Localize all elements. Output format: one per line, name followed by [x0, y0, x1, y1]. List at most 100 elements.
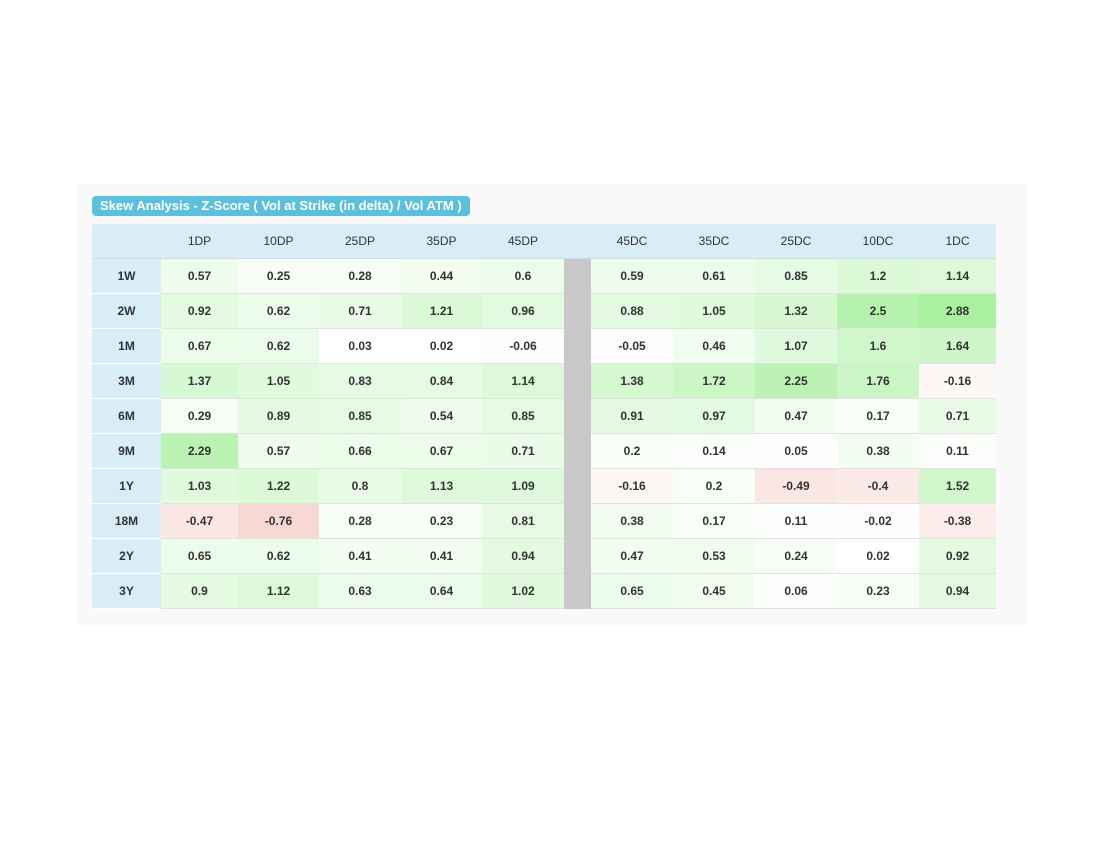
- heatmap-cell-2w-35dc: 1.05: [673, 293, 755, 329]
- panel-title: Skew Analysis - Z-Score ( Vol at Strike …: [92, 196, 470, 216]
- separator-cell: [564, 258, 591, 294]
- heatmap-cell-2y-25dc: 0.24: [755, 538, 837, 574]
- heatmap-cell-1m-45dc: -0.05: [591, 328, 673, 364]
- table-row-1y: 1Y 1.03 1.22 0.8 1.13 1.09 -0.16 0.2 -0.49 -0.4 1.…: [92, 468, 996, 504]
- heatmap-cell-3y-45dc: 0.65: [591, 573, 673, 609]
- heatmap-cell-2w-1dc: 2.88: [919, 293, 996, 329]
- heatmap-cell-9m-1dc: 0.11: [919, 433, 996, 469]
- separator-cell: [564, 293, 591, 329]
- separator-cell: [564, 468, 591, 504]
- heatmap-cell-9m-10dc: 0.38: [837, 433, 919, 469]
- row-label-1w: 1W: [92, 258, 161, 294]
- heatmap-cell-1m-10dp: 0.62: [238, 328, 319, 364]
- heatmap-cell-2y-35dp: 0.41: [401, 538, 482, 574]
- heatmap-cell-3y-1dc: 0.94: [919, 573, 996, 609]
- heatmap-cell-1w-10dc: 1.2: [837, 258, 919, 294]
- heatmap-cell-2w-25dp: 0.71: [319, 293, 401, 329]
- heatmap-cell-1y-25dc: -0.49: [755, 468, 837, 504]
- heatmap-cell-3m-45dc: 1.38: [591, 363, 673, 399]
- corner-header-cell: [92, 224, 161, 259]
- heatmap-cell-1y-45dp: 1.09: [482, 468, 564, 504]
- heatmap-cell-6m-1dc: 0.71: [919, 398, 996, 434]
- heatmap-cell-1w-35dp: 0.44: [401, 258, 482, 294]
- heatmap-cell-18m-10dp: -0.76: [238, 503, 319, 539]
- heatmap-cell-3y-35dc: 0.45: [673, 573, 755, 609]
- heatmap-cell-3m-1dp: 1.37: [161, 363, 238, 399]
- heatmap-cell-18m-10dc: -0.02: [837, 503, 919, 539]
- heatmap-cell-18m-1dp: -0.47: [161, 503, 238, 539]
- heatmap-cell-9m-35dc: 0.14: [673, 433, 755, 469]
- heatmap-cell-1m-25dp: 0.03: [319, 328, 401, 364]
- heatmap-cell-1y-25dp: 0.8: [319, 468, 401, 504]
- heatmap-cell-9m-45dp: 0.71: [482, 433, 564, 469]
- heatmap-cell-3m-10dp: 1.05: [238, 363, 319, 399]
- separator-cell: [564, 503, 591, 539]
- heatmap-cell-6m-10dp: 0.89: [238, 398, 319, 434]
- heatmap-cell-2w-45dp: 0.96: [482, 293, 564, 329]
- heatmap-cell-3y-10dc: 0.23: [837, 573, 919, 609]
- row-label-6m: 6M: [92, 398, 161, 434]
- row-label-3m: 3M: [92, 363, 161, 399]
- heatmap-cell-18m-25dc: 0.11: [755, 503, 837, 539]
- table-row-1m: 1M 0.67 0.62 0.03 0.02 -0.06 -0.05 0.46 1.07 1.6 1…: [92, 328, 996, 364]
- separator-header-cell: [564, 224, 591, 259]
- heatmap-cell-1m-35dp: 0.02: [401, 328, 482, 364]
- heatmap-cell-18m-45dp: 0.81: [482, 503, 564, 539]
- heatmap-cell-2y-45dc: 0.47: [591, 538, 673, 574]
- skew-heatmap-table: 1DP 10DP 25DP 35DP 45DP 45DC 35DC 25DC 10DC 1DC 1…: [92, 224, 996, 609]
- heatmap-cell-2w-10dc: 2.5: [837, 293, 919, 329]
- heatmap-cell-2y-10dp: 0.62: [238, 538, 319, 574]
- heatmap-cell-6m-10dc: 0.17: [837, 398, 919, 434]
- header-row: 1DP 10DP 25DP 35DP 45DP 45DC 35DC 25DC 10DC 1DC: [92, 224, 996, 259]
- heatmap-cell-1w-1dp: 0.57: [161, 258, 238, 294]
- row-label-18m: 18M: [92, 503, 161, 539]
- heatmap-cell-6m-35dp: 0.54: [401, 398, 482, 434]
- table-row-2w: 2W 0.92 0.62 0.71 1.21 0.96 0.88 1.05 1.32 2.5 2.8…: [92, 293, 996, 329]
- heatmap-cell-3m-35dp: 0.84: [401, 363, 482, 399]
- heatmap-cell-1w-10dp: 0.25: [238, 258, 319, 294]
- heatmap-cell-6m-25dp: 0.85: [319, 398, 401, 434]
- row-label-2y: 2Y: [92, 538, 161, 574]
- heatmap-cell-2y-1dc: 0.92: [919, 538, 996, 574]
- heatmap-cell-1y-35dc: 0.2: [673, 468, 755, 504]
- heatmap-cell-2w-1dp: 0.92: [161, 293, 238, 329]
- heatmap-cell-6m-25dc: 0.47: [755, 398, 837, 434]
- column-header-10dp: 10DP: [238, 224, 319, 259]
- heatmap-cell-1y-10dp: 1.22: [238, 468, 319, 504]
- column-header-25dc: 25DC: [755, 224, 837, 259]
- heatmap-cell-1m-10dc: 1.6: [837, 328, 919, 364]
- column-header-45dc: 45DC: [591, 224, 673, 259]
- heatmap-cell-9m-45dc: 0.2: [591, 433, 673, 469]
- heatmap-cell-1y-1dc: 1.52: [919, 468, 996, 504]
- heatmap-cell-1y-35dp: 1.13: [401, 468, 482, 504]
- column-header-35dp: 35DP: [401, 224, 482, 259]
- heatmap-cell-9m-10dp: 0.57: [238, 433, 319, 469]
- heatmap-cell-1w-25dp: 0.28: [319, 258, 401, 294]
- heatmap-cell-18m-45dc: 0.38: [591, 503, 673, 539]
- table-row-18m: 18M -0.47 -0.76 0.28 0.23 0.81 0.38 0.17 0.11 -0.…: [92, 503, 996, 539]
- heatmap-cell-1m-1dc: 1.64: [919, 328, 996, 364]
- separator-cell: [564, 398, 591, 434]
- separator-cell: [564, 363, 591, 399]
- heatmap-cell-2w-25dc: 1.32: [755, 293, 837, 329]
- table-row-6m: 6M 0.29 0.89 0.85 0.54 0.85 0.91 0.97 0.47 0.17 0.…: [92, 398, 996, 434]
- heatmap-cell-3m-25dc: 2.25: [755, 363, 837, 399]
- heatmap-cell-2y-1dp: 0.65: [161, 538, 238, 574]
- table-row-1w: 1W 0.57 0.25 0.28 0.44 0.6 0.59 0.61 0.85 1.2 1.14: [92, 258, 996, 294]
- column-header-25dp: 25DP: [319, 224, 401, 259]
- heatmap-cell-2y-45dp: 0.94: [482, 538, 564, 574]
- heatmap-cell-1w-45dp: 0.6: [482, 258, 564, 294]
- heatmap-cell-6m-35dc: 0.97: [673, 398, 755, 434]
- heatmap-cell-6m-45dc: 0.91: [591, 398, 673, 434]
- heatmap-cell-9m-25dp: 0.66: [319, 433, 401, 469]
- heatmap-cell-1w-1dc: 1.14: [919, 258, 996, 294]
- heatmap-cell-3y-25dp: 0.63: [319, 573, 401, 609]
- heatmap-cell-9m-35dp: 0.67: [401, 433, 482, 469]
- heatmap-cell-18m-1dc: -0.38: [919, 503, 996, 539]
- separator-cell: [564, 328, 591, 364]
- separator-cell: [564, 433, 591, 469]
- heatmap-cell-9m-1dp: 2.29: [161, 433, 238, 469]
- heatmap-cell-1w-45dc: 0.59: [591, 258, 673, 294]
- skew-analysis-panel: Skew Analysis - Z-Score ( Vol at Strike …: [76, 184, 1028, 625]
- heatmap-cell-2w-35dp: 1.21: [401, 293, 482, 329]
